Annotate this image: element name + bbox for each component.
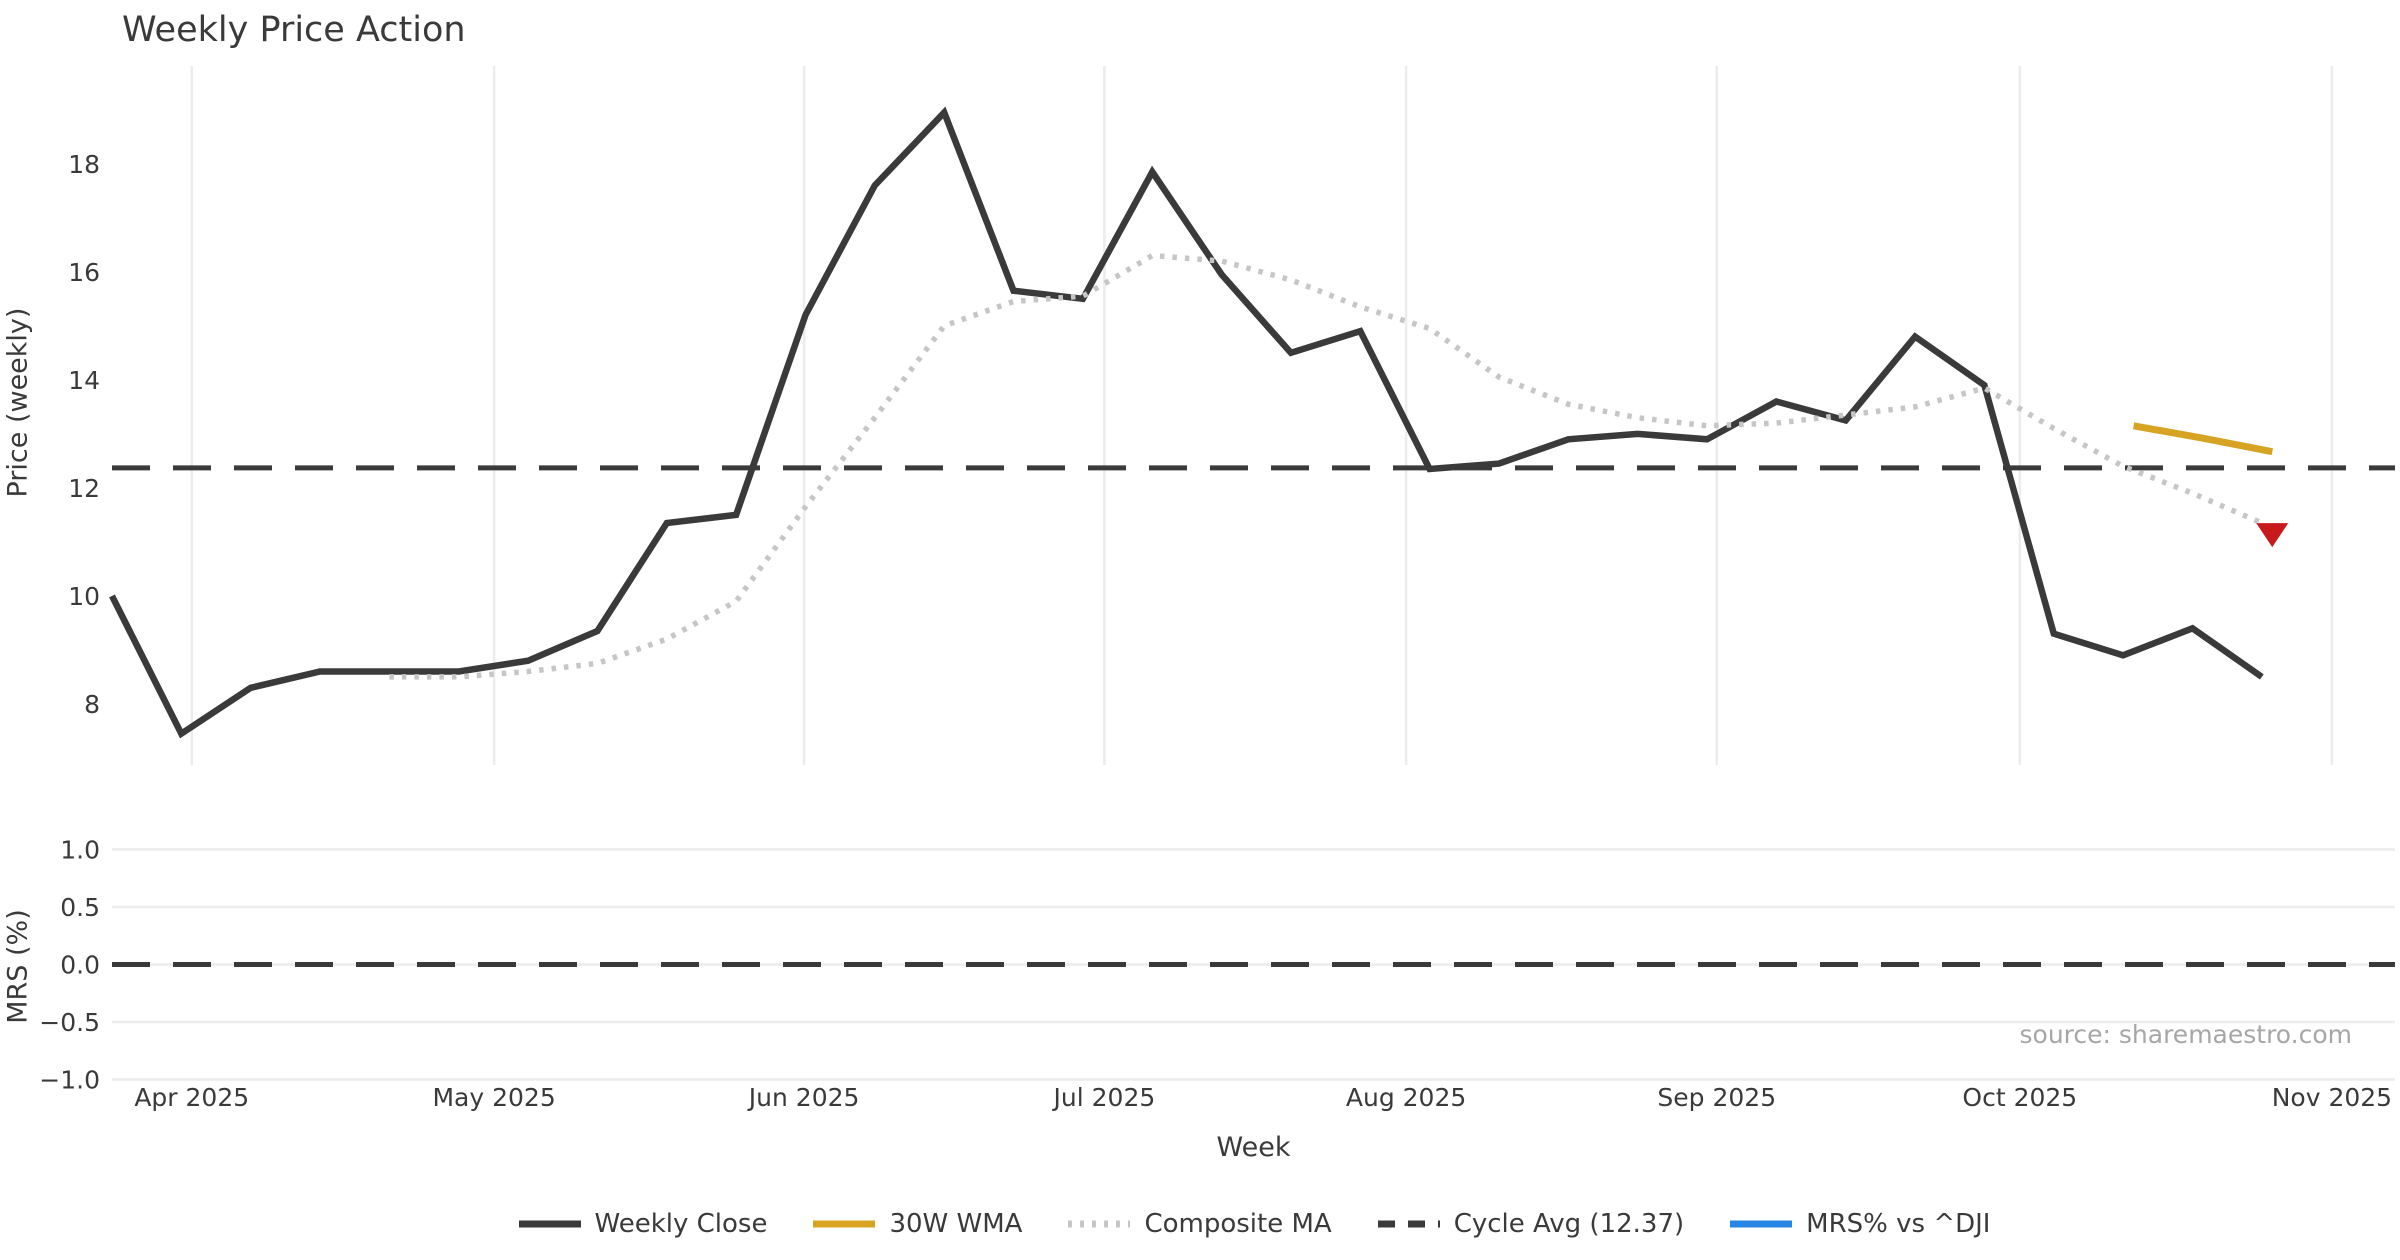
svg-text:−0.5: −0.5 xyxy=(39,1008,100,1037)
legend-item: Composite MA xyxy=(1066,1209,1332,1239)
price-ytick-labels: 8 10 12 14 16 18 xyxy=(68,150,100,719)
legend-item: 30W WMA xyxy=(811,1209,1022,1239)
x-axis-label: Week xyxy=(1216,1132,1291,1163)
svg-text:Sep 2025: Sep 2025 xyxy=(1657,1083,1776,1112)
legend-swatch-dashed-icon xyxy=(1377,1220,1440,1228)
svg-text:16: 16 xyxy=(68,258,100,287)
svg-text:0.5: 0.5 xyxy=(60,893,100,922)
legend-item: Cycle Avg (12.37) xyxy=(1376,1209,1684,1239)
svg-text:Apr 2025: Apr 2025 xyxy=(134,1083,249,1112)
legend: Weekly Close 30W WMA Composite MA Cycle Avg… xyxy=(112,1200,2395,1248)
svg-text:Nov 2025: Nov 2025 xyxy=(2272,1083,2392,1112)
legend-swatch-solid-icon xyxy=(1730,1220,1793,1228)
weekly-close-line xyxy=(109,106,2264,739)
mrs-ytick-labels: 1.0 0.5 0.0 −0.5 −1.0 xyxy=(39,836,100,1095)
legend-swatch-solid-icon xyxy=(518,1220,581,1228)
legend-label: Weekly Close xyxy=(594,1209,768,1239)
svg-text:10: 10 xyxy=(68,582,100,611)
svg-text:12: 12 xyxy=(68,474,100,503)
legend-label: Cycle Avg (12.37) xyxy=(1453,1209,1685,1239)
legend-item: Weekly Close xyxy=(517,1209,768,1239)
month-tick-labels: Apr 2025 May 2025 Jun 2025 Jul 2025 Aug 2025… xyxy=(134,1083,2392,1112)
svg-text:0.0: 0.0 xyxy=(60,951,100,980)
svg-text:8: 8 xyxy=(84,690,100,719)
source-note: source: sharemaestro.com xyxy=(2019,1020,2353,1049)
svg-text:Jul 2025: Jul 2025 xyxy=(1052,1083,1156,1112)
legend-label: MRS% vs ^DJI xyxy=(1806,1209,1991,1239)
svg-text:18: 18 xyxy=(68,150,100,179)
svg-text:1.0: 1.0 xyxy=(60,836,100,865)
chart-title: Weekly Price Action xyxy=(122,10,466,50)
legend-swatch-solid-icon xyxy=(813,1220,876,1228)
legend-label: Composite MA xyxy=(1144,1209,1332,1239)
legend-label: 30W WMA xyxy=(889,1209,1023,1239)
legend-item: MRS% vs ^DJI xyxy=(1728,1209,1990,1239)
svg-text:Jun 2025: Jun 2025 xyxy=(747,1083,860,1112)
down-triangle-marker xyxy=(2256,523,2289,548)
composite-ma-line xyxy=(389,252,2263,680)
svg-text:May 2025: May 2025 xyxy=(432,1083,555,1112)
svg-text:Oct 2025: Oct 2025 xyxy=(1962,1083,2077,1112)
svg-text:−1.0: −1.0 xyxy=(39,1066,100,1095)
price-month-gridlines xyxy=(190,66,2334,765)
wma-30w-line xyxy=(2132,422,2273,456)
svg-text:Aug 2025: Aug 2025 xyxy=(1346,1083,1466,1112)
legend-swatch-dotted-icon xyxy=(1068,1220,1131,1228)
svg-text:14: 14 xyxy=(68,366,100,395)
